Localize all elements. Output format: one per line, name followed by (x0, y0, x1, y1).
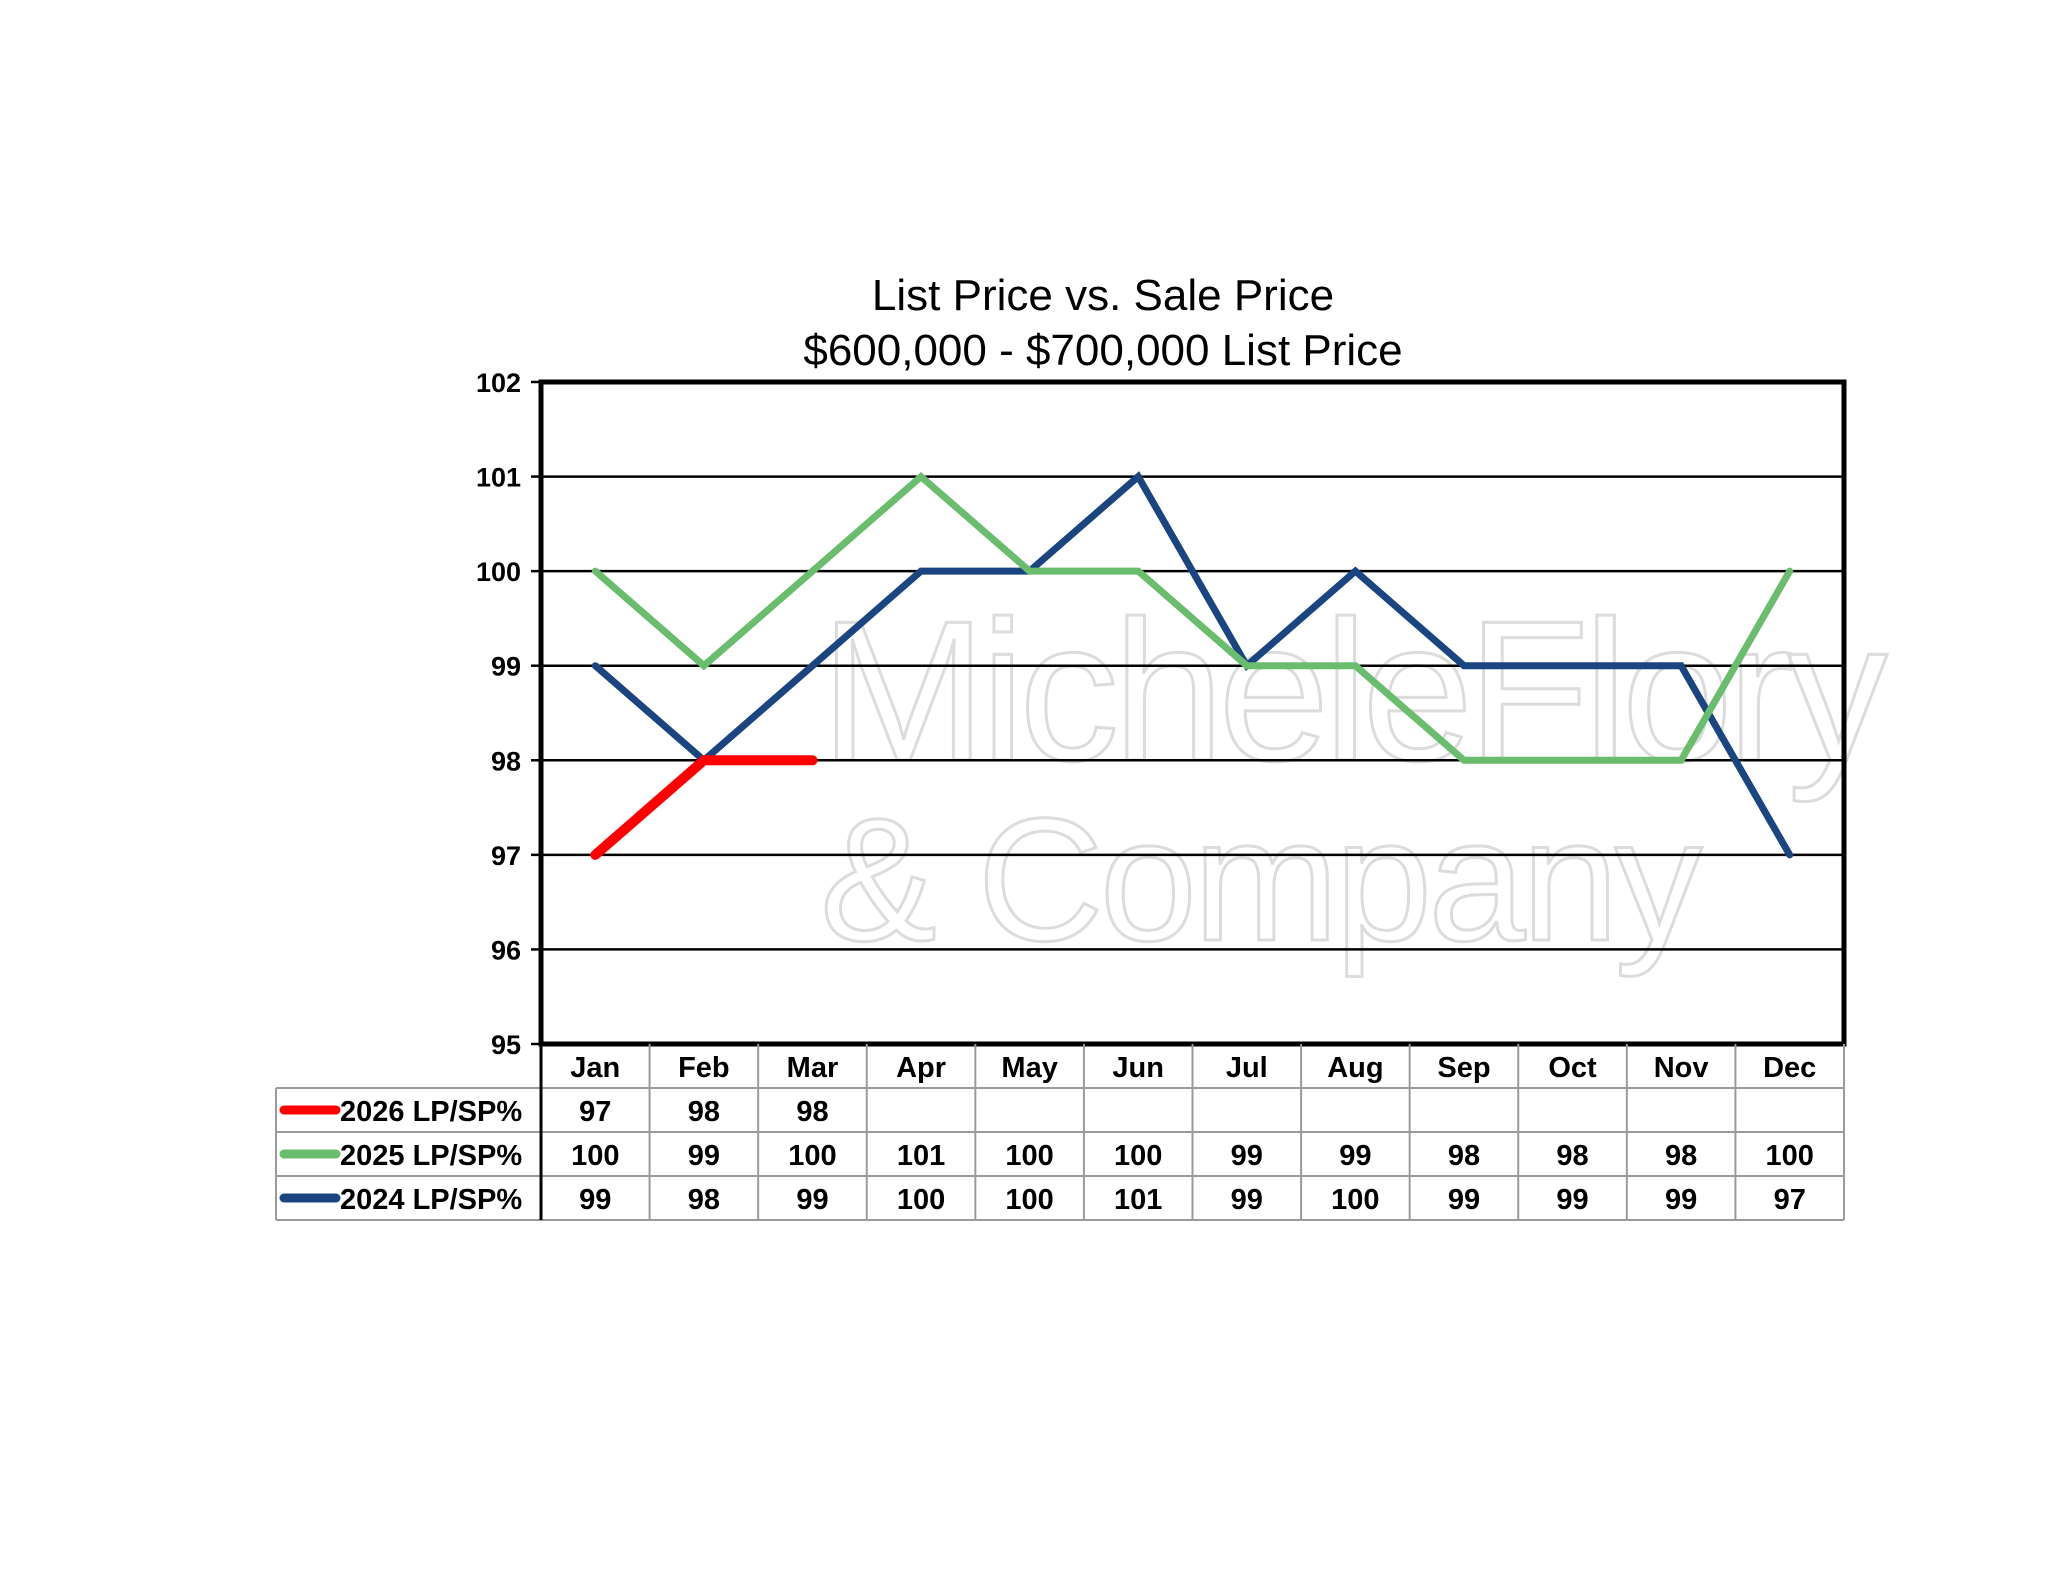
data-label: 99 (1665, 1184, 1697, 1216)
x-tick-label: Feb (678, 1052, 730, 1084)
watermark-line-2: & Company (820, 783, 1703, 978)
watermark-line-1: MicheleFlory (820, 580, 1888, 803)
y-tick-label: 95 (491, 1030, 521, 1060)
data-label: 99 (688, 1140, 720, 1172)
y-tick-label: 96 (491, 935, 521, 965)
data-label: 99 (1231, 1140, 1263, 1172)
x-tick-label: May (1001, 1052, 1057, 1084)
series-lines (590, 471, 1794, 860)
series-line-2 (591, 471, 1794, 764)
data-label: 99 (796, 1184, 828, 1216)
data-label: 98 (1448, 1140, 1480, 1172)
x-tick-label: Jan (570, 1052, 620, 1084)
data-label: 98 (1556, 1140, 1588, 1172)
y-tick-label: 101 (476, 463, 521, 493)
data-table: Jan Feb Mar Apr May Jun Jul Aug Sep Oct Nov Dec 2026… (275, 1044, 1845, 1221)
x-tick-label: Aug (1327, 1052, 1383, 1084)
legend-label: 2025 LP/SP% (340, 1140, 522, 1172)
data-label: 100 (1005, 1184, 1053, 1216)
data-label: 99 (1339, 1140, 1371, 1172)
data-label: 99 (579, 1184, 611, 1216)
y-tick-label: 100 (476, 557, 521, 587)
data-label: 98 (1665, 1140, 1697, 1172)
data-label: 99 (1448, 1184, 1480, 1216)
x-tick-label: Sep (1437, 1052, 1490, 1084)
data-label: 97 (1774, 1184, 1806, 1216)
data-label: 100 (1766, 1140, 1814, 1172)
data-label: 101 (897, 1140, 945, 1172)
x-tick-label: Nov (1654, 1052, 1709, 1084)
x-tick-label: Oct (1548, 1052, 1597, 1084)
data-label: 99 (1556, 1184, 1588, 1216)
data-label: 100 (1005, 1140, 1053, 1172)
y-tick-label: 99 (491, 652, 521, 682)
x-tick-label: Jun (1112, 1052, 1164, 1084)
series-line-3 (591, 471, 1794, 859)
y-tick-label: 102 (476, 368, 521, 398)
series-line-1 (590, 755, 818, 860)
x-tick-label: Dec (1763, 1052, 1816, 1084)
data-label: 98 (688, 1184, 720, 1216)
legend-label: 2026 LP/SP% (340, 1096, 522, 1128)
data-label: 100 (788, 1140, 836, 1172)
x-tick-label: Apr (896, 1052, 946, 1084)
data-label: 100 (1331, 1184, 1379, 1216)
chart-subtitle: $600,000 - $700,000 List Price (803, 326, 1402, 375)
y-axis: 95 96 97 98 99 100 101 102 (476, 368, 541, 1060)
x-tick-label: Mar (787, 1052, 839, 1084)
data-label: 100 (897, 1184, 945, 1216)
y-tick-label: 98 (491, 746, 521, 776)
data-label: 98 (796, 1096, 828, 1128)
watermark-logo: MicheleFlory & Company (819, 579, 1896, 980)
data-label: 99 (1231, 1184, 1263, 1216)
legend-label: 2024 LP/SP% (340, 1184, 522, 1216)
chart-title: List Price vs. Sale Price (872, 271, 1334, 320)
y-tick-label: 97 (491, 841, 521, 871)
data-label: 98 (688, 1096, 720, 1128)
data-label: 101 (1114, 1184, 1162, 1216)
data-label: 100 (571, 1140, 619, 1172)
x-tick-label: Jul (1226, 1052, 1268, 1084)
data-label: 100 (1114, 1140, 1162, 1172)
data-label: 97 (579, 1096, 611, 1128)
